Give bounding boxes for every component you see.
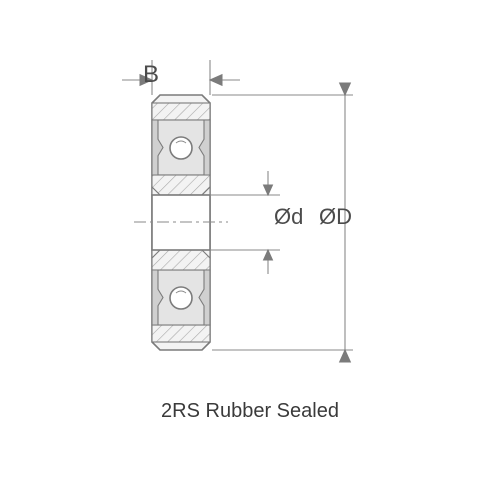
dimension-label-width-B: B	[143, 61, 159, 89]
dimension-label-bore-d: Ød	[274, 204, 303, 230]
bearing-diagram-container: 2RS Rubber Sealed B Ød ØD	[0, 0, 500, 500]
bearing-cross-section-drawing	[0, 0, 500, 500]
dimension-label-outer-dia-D: ØD	[319, 204, 352, 230]
diagram-caption: 2RS Rubber Sealed	[0, 400, 500, 423]
